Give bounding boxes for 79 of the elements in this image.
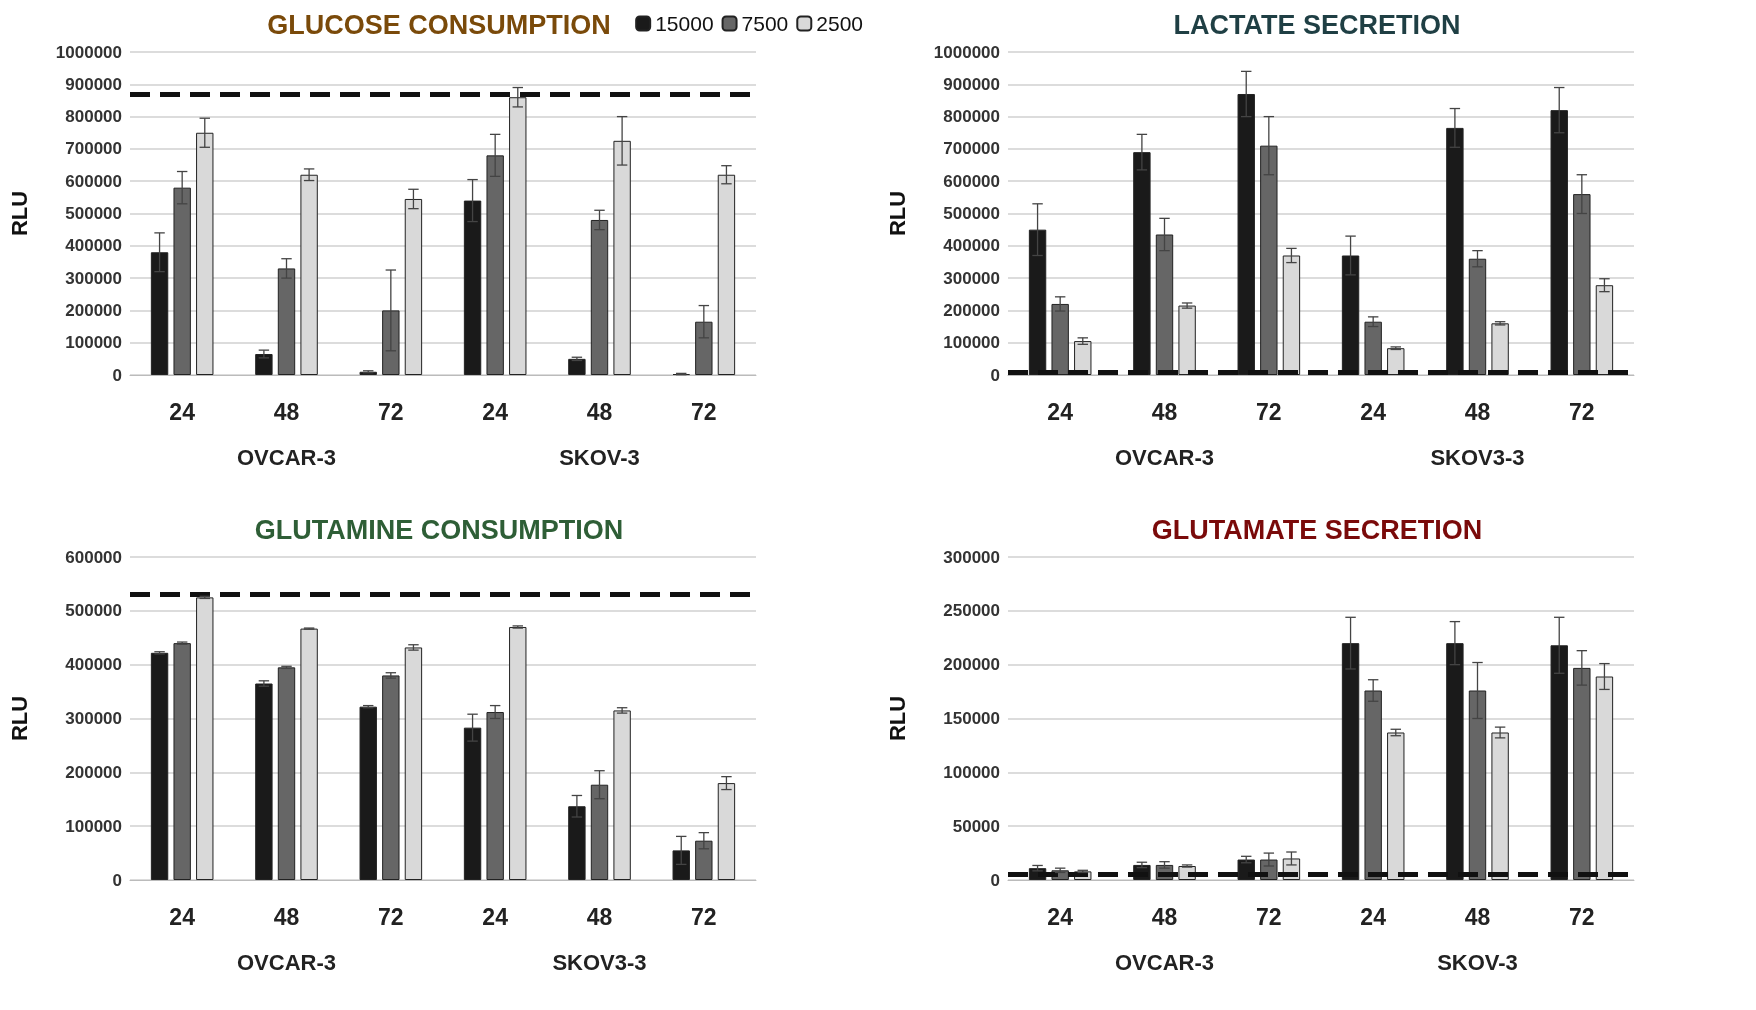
y-tick-label: 900000: [65, 74, 122, 94]
x-tick-label: 24: [169, 903, 196, 930]
text: SKOV3-3: [1430, 444, 1525, 470]
x-tick-label: 24: [1360, 398, 1387, 425]
x-tick-label: 48: [586, 398, 613, 425]
y-tick-label: 700000: [65, 139, 122, 159]
legend-label: 2500: [816, 12, 863, 35]
y-tick-label: 250000: [943, 601, 1000, 621]
text: OVCAR-3: [236, 444, 337, 470]
x-tick-label: 72: [1569, 398, 1595, 425]
x-tick-label: 48: [1464, 398, 1491, 425]
y-tick-label: 600000: [943, 171, 1000, 191]
y-tick-label: 500000: [65, 601, 122, 621]
text: OVCAR-3: [1114, 444, 1215, 470]
y-tick-label: 0: [990, 365, 1000, 385]
x-tick-label: 72: [1256, 903, 1282, 930]
x-tick-label: 72: [1569, 903, 1595, 930]
x-tick-label: 48: [1151, 398, 1178, 425]
text: SKOV-3: [1437, 949, 1518, 975]
chart-title: GLUTAMINE CONSUMPTION: [254, 514, 624, 545]
chart-title: LACTATE SECRETION: [1173, 9, 1461, 40]
y-tick-label: 200000: [65, 300, 122, 320]
x-tick-label: 48: [273, 398, 300, 425]
y-tick-label: 0: [112, 870, 122, 890]
x-tick-label: 72: [1256, 398, 1282, 425]
y-tick-label: 100000: [65, 816, 122, 836]
y-tick-label: 200000: [65, 762, 122, 782]
x-tick-label: 72: [691, 903, 717, 930]
x-tick-label: 48: [1464, 903, 1491, 930]
y-tick-label: 1000000: [55, 42, 122, 62]
y-tick-label: 1000000: [933, 42, 1000, 62]
y-tick-label: 100000: [65, 333, 122, 353]
text: OVCAR-3: [236, 949, 337, 975]
y-tick-label: 200000: [943, 655, 1000, 675]
x-tick-label: 24: [1047, 398, 1074, 425]
y-axis-title: RLU: [884, 695, 910, 742]
text: SKOV-3: [559, 444, 640, 470]
y-tick-label: 300000: [943, 547, 1000, 567]
x-tick-label: 72: [378, 398, 404, 425]
y-tick-label: 800000: [943, 107, 1000, 127]
y-axis-title: RLU: [884, 190, 910, 237]
y-tick-label: 150000: [943, 709, 1000, 728]
x-tick-label: 24: [482, 398, 509, 425]
y-tick-label: 400000: [65, 236, 122, 256]
y-tick-label: 800000: [65, 107, 122, 127]
chart-title: GLUCOSE CONSUMPTION: [267, 9, 611, 40]
y-tick-label: 700000: [943, 139, 1000, 159]
y-tick-label: 500000: [65, 204, 122, 223]
x-tick-label: 24: [169, 398, 196, 425]
y-axis-title: RLU: [6, 190, 32, 237]
y-tick-label: 50000: [952, 816, 1000, 836]
x-tick-label: 72: [378, 903, 404, 930]
y-tick-label: 300000: [943, 268, 1000, 288]
y-tick-label: 200000: [943, 300, 1000, 320]
x-tick-label: 72: [691, 398, 717, 425]
y-axis-title: RLU: [6, 695, 32, 742]
x-tick-label: 24: [482, 903, 509, 930]
y-tick-label: 0: [990, 870, 1000, 890]
x-tick-label: 24: [1047, 903, 1074, 930]
y-tick-label: 600000: [65, 547, 122, 567]
y-tick-label: 500000: [943, 204, 1000, 223]
y-tick-label: 600000: [65, 171, 122, 191]
legend-label: 15000: [655, 12, 714, 35]
x-tick-label: 48: [586, 903, 613, 930]
x-tick-label: 48: [273, 903, 300, 930]
y-tick-label: 100000: [943, 333, 1000, 353]
text: OVCAR-3: [1114, 949, 1215, 975]
y-tick-label: 300000: [65, 268, 122, 288]
x-tick-label: 48: [1151, 903, 1178, 930]
chart-title: GLUTAMATE SECRETION: [1151, 514, 1483, 545]
y-tick-label: 300000: [65, 709, 122, 728]
text: SKOV3-3: [552, 949, 647, 975]
y-tick-label: 100000: [943, 762, 1000, 782]
y-tick-label: 900000: [943, 74, 1000, 94]
x-tick-label: 24: [1360, 903, 1387, 930]
legend-label: 7500: [741, 12, 789, 35]
y-tick-label: 0: [112, 365, 122, 385]
y-tick-label: 400000: [943, 236, 1000, 256]
y-tick-label: 400000: [65, 655, 122, 675]
